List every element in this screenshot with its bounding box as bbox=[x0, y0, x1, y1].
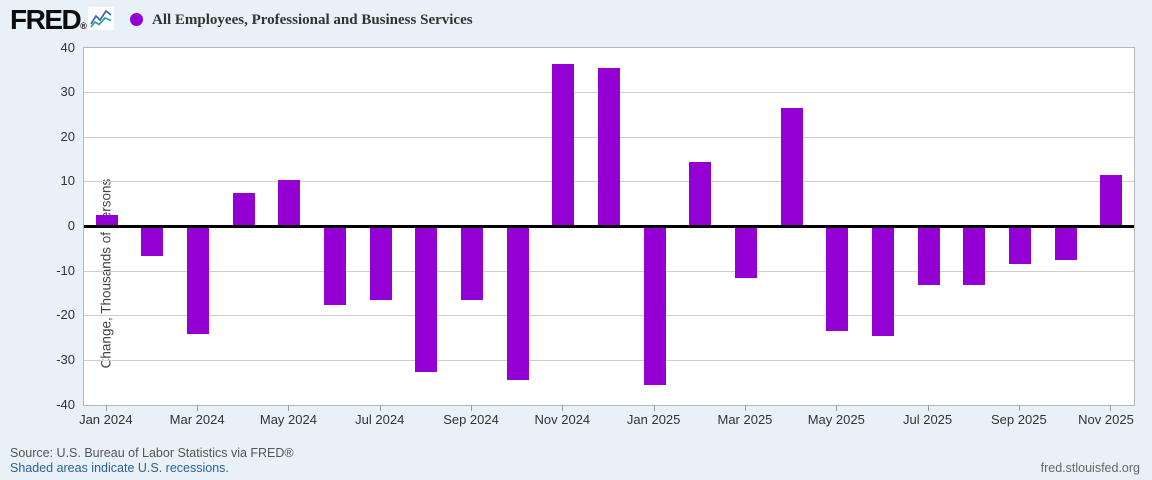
y-axis-tick-label: 20 bbox=[60, 128, 75, 144]
x-axis-tick bbox=[653, 405, 655, 411]
x-axis-tick bbox=[744, 405, 746, 411]
bar-jul-2025[interactable] bbox=[917, 226, 940, 285]
x-axis-tick-label: Nov 2024 bbox=[534, 412, 591, 427]
y-axis-tick-label: -30 bbox=[56, 351, 75, 367]
gridline bbox=[84, 359, 1134, 361]
x-axis-tick bbox=[562, 405, 564, 411]
x-axis-tick bbox=[836, 405, 838, 411]
chart-header: FRED® All Employees, Professional and Bu… bbox=[0, 0, 1152, 42]
x-axis-tick-label: Mar 2025 bbox=[717, 412, 773, 427]
plot-area: Change, Thousands of Persons bbox=[83, 47, 1135, 406]
x-axis-tick bbox=[379, 405, 381, 411]
fred-logo-text: FRED bbox=[10, 4, 82, 35]
y-axis-tick-label: -20 bbox=[56, 307, 75, 323]
bar-sep-2024[interactable] bbox=[461, 226, 484, 301]
bar-oct-2025[interactable] bbox=[1054, 226, 1077, 260]
line-chart-icon bbox=[88, 7, 114, 30]
bar-oct-2024[interactable] bbox=[506, 226, 529, 381]
x-axis-tick-label: Sep 2024 bbox=[443, 412, 499, 427]
series-legend-marker bbox=[130, 13, 143, 26]
x-axis-tick bbox=[288, 405, 290, 411]
y-axis-tick-label: -10 bbox=[56, 262, 75, 278]
x-axis-tick bbox=[1018, 405, 1020, 411]
y-axis-tick-label: 40 bbox=[60, 39, 75, 55]
y-axis-tick-label: 0 bbox=[67, 218, 75, 233]
bar-jun-2025[interactable] bbox=[871, 226, 894, 336]
bar-apr-2025[interactable] bbox=[780, 108, 803, 227]
y-axis-tick-label: 10 bbox=[60, 173, 75, 189]
gridline bbox=[84, 270, 1134, 272]
bar-mar-2024[interactable] bbox=[187, 226, 210, 334]
bar-aug-2024[interactable] bbox=[415, 226, 438, 372]
y-axis-tick-label: 30 bbox=[60, 84, 75, 100]
recession-note-link[interactable]: Shaded areas indicate U.S. recessions. bbox=[10, 461, 229, 475]
fred-site-link[interactable]: fred.stlouisfed.org bbox=[1040, 461, 1140, 475]
x-axis-tick-label: Jan 2024 bbox=[79, 412, 133, 427]
bar-nov-2025[interactable] bbox=[1100, 175, 1123, 227]
x-axis-tick-label: Sep 2025 bbox=[991, 412, 1047, 427]
x-axis-tick-label: Jul 2025 bbox=[902, 412, 953, 427]
x-axis-tick-label: Nov 2025 bbox=[1078, 412, 1134, 427]
bar-feb-2025[interactable] bbox=[689, 161, 712, 227]
bar-sep-2025[interactable] bbox=[1008, 226, 1031, 265]
y-axis-tick-label: -40 bbox=[56, 396, 75, 412]
bar-jul-2024[interactable] bbox=[369, 226, 392, 301]
x-axis-tick-label: May 2025 bbox=[807, 412, 865, 427]
fred-logo[interactable]: FRED® bbox=[10, 4, 87, 36]
series-title: All Employees, Professional and Business… bbox=[152, 12, 473, 28]
bar-jun-2024[interactable] bbox=[324, 226, 347, 305]
x-axis-tick bbox=[927, 405, 929, 411]
bar-jan-2025[interactable] bbox=[643, 226, 666, 385]
bar-may-2025[interactable] bbox=[826, 226, 849, 332]
x-axis-tick bbox=[105, 405, 107, 411]
zero-axis-line bbox=[84, 225, 1134, 228]
bar-mar-2025[interactable] bbox=[734, 226, 757, 278]
bar-apr-2024[interactable] bbox=[232, 193, 255, 227]
x-axis-tick-label: Jul 2024 bbox=[355, 412, 405, 427]
bar-may-2024[interactable] bbox=[278, 179, 301, 227]
x-axis-tick-label: Mar 2024 bbox=[169, 412, 225, 427]
bar-dec-2024[interactable] bbox=[598, 68, 620, 227]
bar-jan-2024[interactable] bbox=[95, 215, 118, 227]
registered-trademark: ® bbox=[80, 21, 87, 31]
y-axis-title: Change, Thousands of Persons bbox=[98, 178, 114, 369]
x-axis-tick-label: May 2024 bbox=[259, 412, 317, 427]
x-axis-tick bbox=[197, 405, 199, 411]
gridline bbox=[84, 315, 1134, 317]
x-axis-tick bbox=[471, 405, 473, 411]
x-axis-tick bbox=[1110, 405, 1112, 411]
x-axis-tick-label: Jan 2025 bbox=[626, 412, 681, 427]
bar-feb-2024[interactable] bbox=[141, 226, 164, 256]
source-text: Source: U.S. Bureau of Labor Statistics … bbox=[10, 446, 294, 460]
bar-aug-2025[interactable] bbox=[963, 226, 986, 285]
bar-nov-2024[interactable] bbox=[552, 63, 575, 227]
